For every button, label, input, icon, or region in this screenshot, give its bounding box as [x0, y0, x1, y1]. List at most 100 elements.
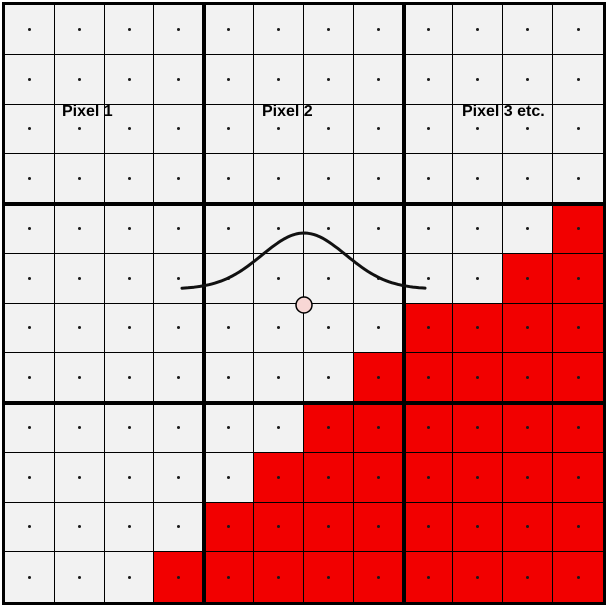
- grid-cell-r3c3: [104, 104, 155, 155]
- grid-cell-r12c6: [254, 552, 304, 602]
- grid-cell-r4c10: [453, 154, 504, 204]
- grid-cell-r10c2: [54, 452, 105, 503]
- grid-cell-r1c7: [303, 5, 354, 55]
- grid-cell-r5c11: [503, 204, 554, 254]
- thick-horizontal-gridline-2: [5, 401, 603, 405]
- grid-cell-r9c12: [553, 403, 603, 453]
- grid-cell-r10c1: [5, 452, 55, 503]
- grid-cell-r1c9: [403, 5, 454, 55]
- grid-cell-r2c1: [5, 54, 55, 105]
- grid-cell-r9c2: [54, 403, 105, 453]
- grid-cell-r1c11: [503, 5, 554, 55]
- grid-cell-r4c12: [553, 154, 603, 204]
- grid-cell-r5c12: [553, 204, 603, 254]
- grid-cell-r3c9: [403, 104, 454, 155]
- grid-cell-r4c5: [204, 154, 255, 204]
- grid-cell-r7c4: [154, 303, 205, 354]
- grid-cell-r3c12: [553, 104, 603, 155]
- grid-cell-r12c4: [154, 552, 205, 602]
- grid-cell-r9c4: [154, 403, 205, 453]
- grid-cell-r6c6: [254, 253, 304, 304]
- grid-cell-r12c5: [204, 552, 255, 602]
- grid-cell-r11c10: [453, 502, 504, 553]
- grid-cell-r7c8: [353, 303, 404, 354]
- grid-cell-r3c1: [5, 104, 55, 155]
- grid-cell-r5c6: [254, 204, 304, 254]
- grid-cell-r7c9: [403, 303, 454, 354]
- thick-horizontal-gridline-1: [5, 201, 603, 206]
- grid-cell-r8c2: [54, 353, 105, 403]
- grid-cell-r5c10: [453, 204, 504, 254]
- grid-cell-r8c9: [403, 353, 454, 403]
- grid-cell-r6c4: [154, 253, 205, 304]
- grid-cell-r12c8: [353, 552, 404, 602]
- grid-cell-r11c3: [104, 502, 155, 553]
- grid-cell-r12c2: [54, 552, 105, 602]
- grid-cell-r4c11: [503, 154, 554, 204]
- thick-vertical-gridline-1: [202, 5, 207, 602]
- grid-cell-r8c12: [553, 353, 603, 403]
- grid-cell-r9c3: [104, 403, 155, 453]
- grid-cell-r11c9: [403, 502, 454, 553]
- grid-cell-r5c4: [154, 204, 205, 254]
- grid-cell-r11c6: [254, 502, 304, 553]
- grid-cell-r10c8: [353, 452, 404, 503]
- grid-cell-r7c3: [104, 303, 155, 354]
- pixel-3-label: Pixel 3 etc.: [462, 103, 545, 120]
- grid-cell-r6c9: [403, 253, 454, 304]
- grid-cell-r1c1: [5, 5, 55, 55]
- grid-cell-r8c4: [154, 353, 205, 403]
- grid-cell-r9c7: [303, 403, 354, 453]
- pixel-2-label: Pixel 2: [262, 103, 313, 120]
- grid-cell-r10c12: [553, 452, 603, 503]
- grid-cell-r7c7: [303, 303, 354, 354]
- grid-cell-r10c6: [254, 452, 304, 503]
- grid-cell-r12c10: [453, 552, 504, 602]
- grid-cell-r9c6: [254, 403, 304, 453]
- grid-cell-r10c10: [453, 452, 504, 503]
- grid-cell-r11c5: [204, 502, 255, 553]
- grid-cell-r11c12: [553, 502, 603, 553]
- grid-cell-r3c4: [154, 104, 205, 155]
- grid-cell-r9c9: [403, 403, 454, 453]
- grid-cell-r2c3: [104, 54, 155, 105]
- grid-cell-r8c8: [353, 353, 404, 403]
- grid-cell-r2c12: [553, 54, 603, 105]
- grid-cell-r11c4: [154, 502, 205, 553]
- grid-cell-r8c11: [503, 353, 554, 403]
- grid-cell-r6c11: [503, 253, 554, 304]
- grid-cell-r9c1: [5, 403, 55, 453]
- grid-cell-r12c3: [104, 552, 155, 602]
- grid-cell-r2c5: [204, 54, 255, 105]
- grid-cell-r11c1: [5, 502, 55, 553]
- grid-cell-r2c6: [254, 54, 304, 105]
- grid-cell-r3c8: [353, 104, 404, 155]
- grid-cell-r4c2: [54, 154, 105, 204]
- grid-cell-r2c9: [403, 54, 454, 105]
- grid-cell-r3c11: [503, 104, 554, 155]
- grid-cell-r12c11: [503, 552, 554, 602]
- thick-vertical-gridline-2: [401, 5, 406, 602]
- grid-cell-r8c5: [204, 353, 255, 403]
- grid-cell-r8c1: [5, 353, 55, 403]
- grid-cell-r4c9: [403, 154, 454, 204]
- grid-cell-r12c1: [5, 552, 55, 602]
- grid-cell-r6c10: [453, 253, 504, 304]
- grid-cell-r5c8: [353, 204, 404, 254]
- grid-cell-r4c6: [254, 154, 304, 204]
- grid-cell-r9c10: [453, 403, 504, 453]
- grid-cell-r10c3: [104, 452, 155, 503]
- grid-cell-r6c3: [104, 253, 155, 304]
- grid-cell-r1c8: [353, 5, 404, 55]
- grid-cell-r4c1: [5, 154, 55, 204]
- grid-cell-r7c5: [204, 303, 255, 354]
- grid-cell-r4c4: [154, 154, 205, 204]
- grid-cell-r3c7: [303, 104, 354, 155]
- grid-cell-r8c6: [254, 353, 304, 403]
- grid-cell-r2c10: [453, 54, 504, 105]
- grid-cell-r12c7: [303, 552, 354, 602]
- grid-cell-r2c4: [154, 54, 205, 105]
- grid-cell-r7c10: [453, 303, 504, 354]
- grid-cell-r6c2: [54, 253, 105, 304]
- grid-cell-r1c5: [204, 5, 255, 55]
